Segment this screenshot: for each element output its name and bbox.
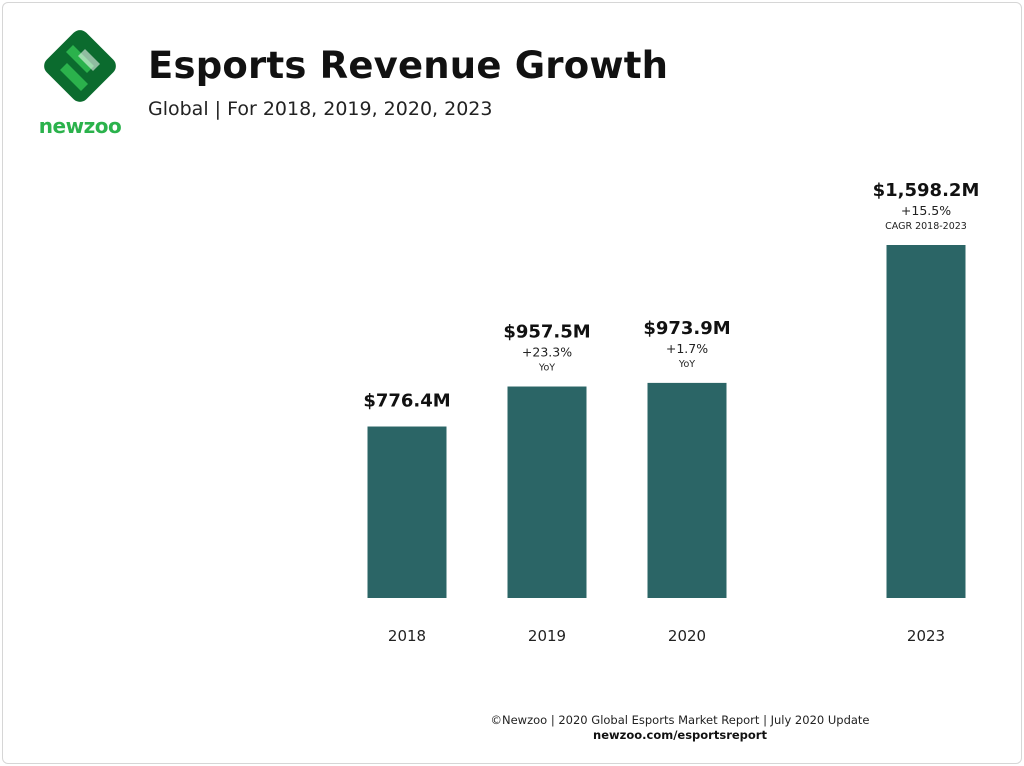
bar-2023 [886, 245, 966, 598]
value-label: $957.5M [503, 322, 590, 343]
logo-stripe-shape [78, 49, 100, 71]
growth-note: CAGR 2018-2023 [885, 221, 967, 232]
growth-label: +15.5% [901, 203, 951, 218]
x-tick-label: 2023 [907, 627, 945, 645]
growth-label: +1.7% [666, 341, 708, 356]
source-note: ©Newzoo | 2020 Global Esports Market Rep… [490, 713, 870, 727]
growth-label: +23.3% [522, 345, 572, 360]
x-tick-label: 2020 [668, 627, 706, 645]
value-label: $973.9M [643, 318, 730, 339]
value-label: $776.4M [363, 391, 450, 412]
report-link[interactable]: newzoo.com/esportsreport [593, 728, 767, 742]
growth-note: YoY [538, 363, 555, 374]
page-subtitle: Global | For 2018, 2019, 2020, 2023 [148, 98, 493, 120]
growth-note: YoY [678, 359, 695, 370]
x-tick-label: 2018 [388, 627, 426, 645]
newzoo-logo-icon [44, 30, 116, 102]
page-title: Esports Revenue Growth [148, 44, 669, 87]
logo-wordmark: newzoo [38, 114, 122, 138]
x-tick-label: 2019 [528, 627, 566, 645]
bar-2020 [647, 382, 727, 598]
logo-stripe-shape [66, 45, 94, 73]
value-label: $1,598.2M [873, 180, 980, 201]
bar-2018 [367, 426, 447, 598]
newzoo-logo: newzoo [32, 26, 128, 138]
logo-stripe-shape [60, 63, 88, 91]
bar-2019 [507, 386, 587, 598]
